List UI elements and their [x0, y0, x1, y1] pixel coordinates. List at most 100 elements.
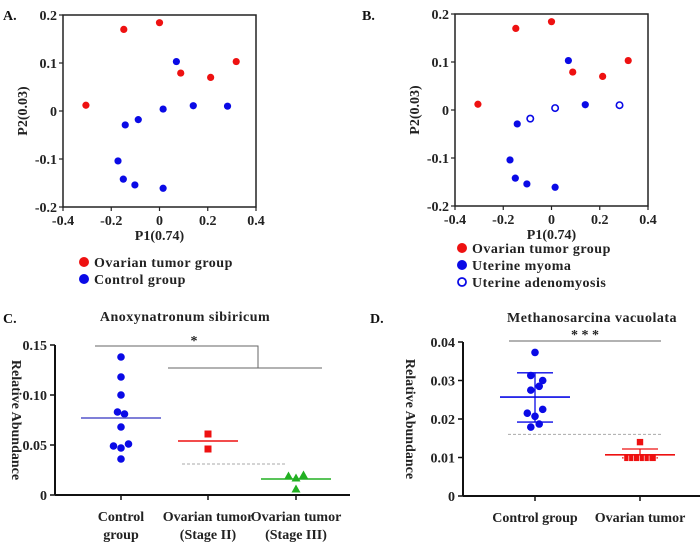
data-point [564, 56, 572, 65]
panel-d: D. Methanosarcina vacuolata 0 0.01 0.02 0.03 0… [370, 311, 700, 526]
panel-a: A.-0.4 -0.2 0 0.2 0.4-0.2-0.100.10.2P1(0.74)… [3, 9, 265, 288]
y-tick-label: -0.2 [427, 200, 449, 215]
data-point [131, 181, 139, 189]
data-point [527, 371, 535, 380]
x-tick-label: Control [98, 510, 145, 525]
data-point [531, 348, 539, 357]
panel-c: C. Anoxynatronum sibiricum 0 0.05 0.10 0.15Re… [3, 310, 350, 543]
significance-bracket [95, 345, 259, 368]
panel-label: D. [370, 312, 384, 327]
legend-label: Control group [94, 273, 186, 288]
data-point [82, 101, 90, 109]
panel-label: A. [3, 9, 17, 24]
y-tick-label: 0 [448, 490, 455, 505]
data-point [581, 101, 589, 109]
legend-marker [457, 260, 467, 270]
y-axis-label: Relative Abundance [8, 360, 23, 480]
y-tick-label: 0.2 [40, 9, 58, 24]
legend-marker [79, 257, 89, 267]
x-tick-label: -0.2 [100, 214, 122, 229]
data-point [547, 18, 556, 26]
y-tick-label: 0.2 [432, 8, 450, 23]
data-point [121, 121, 129, 129]
y-tick-label: 0 [40, 489, 47, 504]
panel-label: B. [362, 9, 375, 24]
legend-label: Uterine adenomyosis [472, 276, 606, 291]
data-point [117, 423, 125, 431]
y-tick-label: 0 [50, 105, 57, 120]
data-point [569, 68, 577, 76]
x-tick-label: 0.4 [247, 214, 265, 229]
y-tick-label: -0.2 [35, 201, 57, 216]
data-point [117, 353, 125, 361]
y-tick-label: 0.1 [40, 57, 58, 72]
data-point [527, 386, 535, 394]
data-point [120, 410, 129, 418]
data-point [223, 102, 232, 110]
significance-marker: * [191, 334, 198, 349]
data-point [117, 373, 125, 381]
data-point [109, 442, 118, 450]
x-tick-label: Ovarian tumor [595, 511, 686, 526]
data-point [513, 120, 521, 128]
legend-marker [457, 243, 467, 253]
y-axis-label: Relative Abundance [402, 359, 417, 479]
data-point [538, 405, 547, 414]
x-axis-label: P1(0.74) [527, 228, 577, 243]
data-point [159, 184, 167, 192]
data-point [535, 420, 543, 428]
plot-frame [454, 13, 649, 207]
data-point [512, 24, 520, 32]
data-point [526, 114, 535, 123]
x-tick-label: Control group [492, 511, 578, 526]
x-tick-label: (Stage III) [265, 528, 327, 543]
data-point [177, 69, 185, 77]
y-tick-label: 0.10 [23, 389, 48, 404]
y-tick-label: 0.01 [431, 452, 456, 467]
data-point [527, 423, 535, 431]
data-point [599, 72, 607, 80]
y-tick-label: 0 [442, 104, 449, 119]
y-axis-label: P2(0.03) [408, 85, 423, 135]
legend-label: Ovarian tumor group [94, 256, 233, 271]
data-point [636, 438, 644, 446]
data-point [506, 156, 514, 164]
data-point [159, 105, 167, 113]
data-point [124, 440, 133, 448]
data-point [204, 445, 212, 453]
x-tick-label: (Stage II) [180, 528, 237, 543]
data-point [538, 376, 547, 385]
data-point [204, 430, 212, 438]
data-point [134, 116, 142, 124]
legend-label: Uterine myoma [472, 259, 571, 274]
x-tick-label: 0.2 [591, 213, 609, 228]
data-point [189, 102, 197, 110]
data-point [511, 174, 519, 182]
y-tick-label: 0.02 [431, 413, 456, 428]
data-point [117, 455, 125, 463]
x-tick-label: 0 [548, 213, 555, 228]
data-point [232, 57, 240, 66]
y-tick-label: 0.15 [23, 339, 48, 354]
data-point [551, 104, 560, 113]
data-point [615, 101, 624, 110]
plot-frame [62, 14, 257, 208]
data-point [119, 175, 127, 183]
data-point [172, 57, 180, 66]
x-tick-label: 0.4 [639, 213, 657, 228]
data-point [523, 180, 531, 188]
chart-title: Methanosarcina vacuolata [507, 311, 677, 326]
panel-b: B.-0.4 -0.2 0 0.2 0.4-0.2-0.100.10.2P1(0.74)… [362, 8, 657, 291]
data-point [207, 73, 215, 81]
data-point [114, 157, 122, 165]
x-tick-label: Ovarian tumor [251, 510, 342, 525]
data-point [117, 391, 125, 399]
x-tick-label: 0.2 [199, 214, 217, 229]
significance-marker: * * * [571, 328, 599, 343]
y-tick-label: 0.1 [432, 56, 450, 71]
legend-label: Ovarian tumor group [472, 242, 611, 257]
x-tick-label: Ovarian tumor [163, 510, 254, 525]
legend-marker [457, 277, 467, 287]
x-tick-label: -0.2 [492, 213, 514, 228]
